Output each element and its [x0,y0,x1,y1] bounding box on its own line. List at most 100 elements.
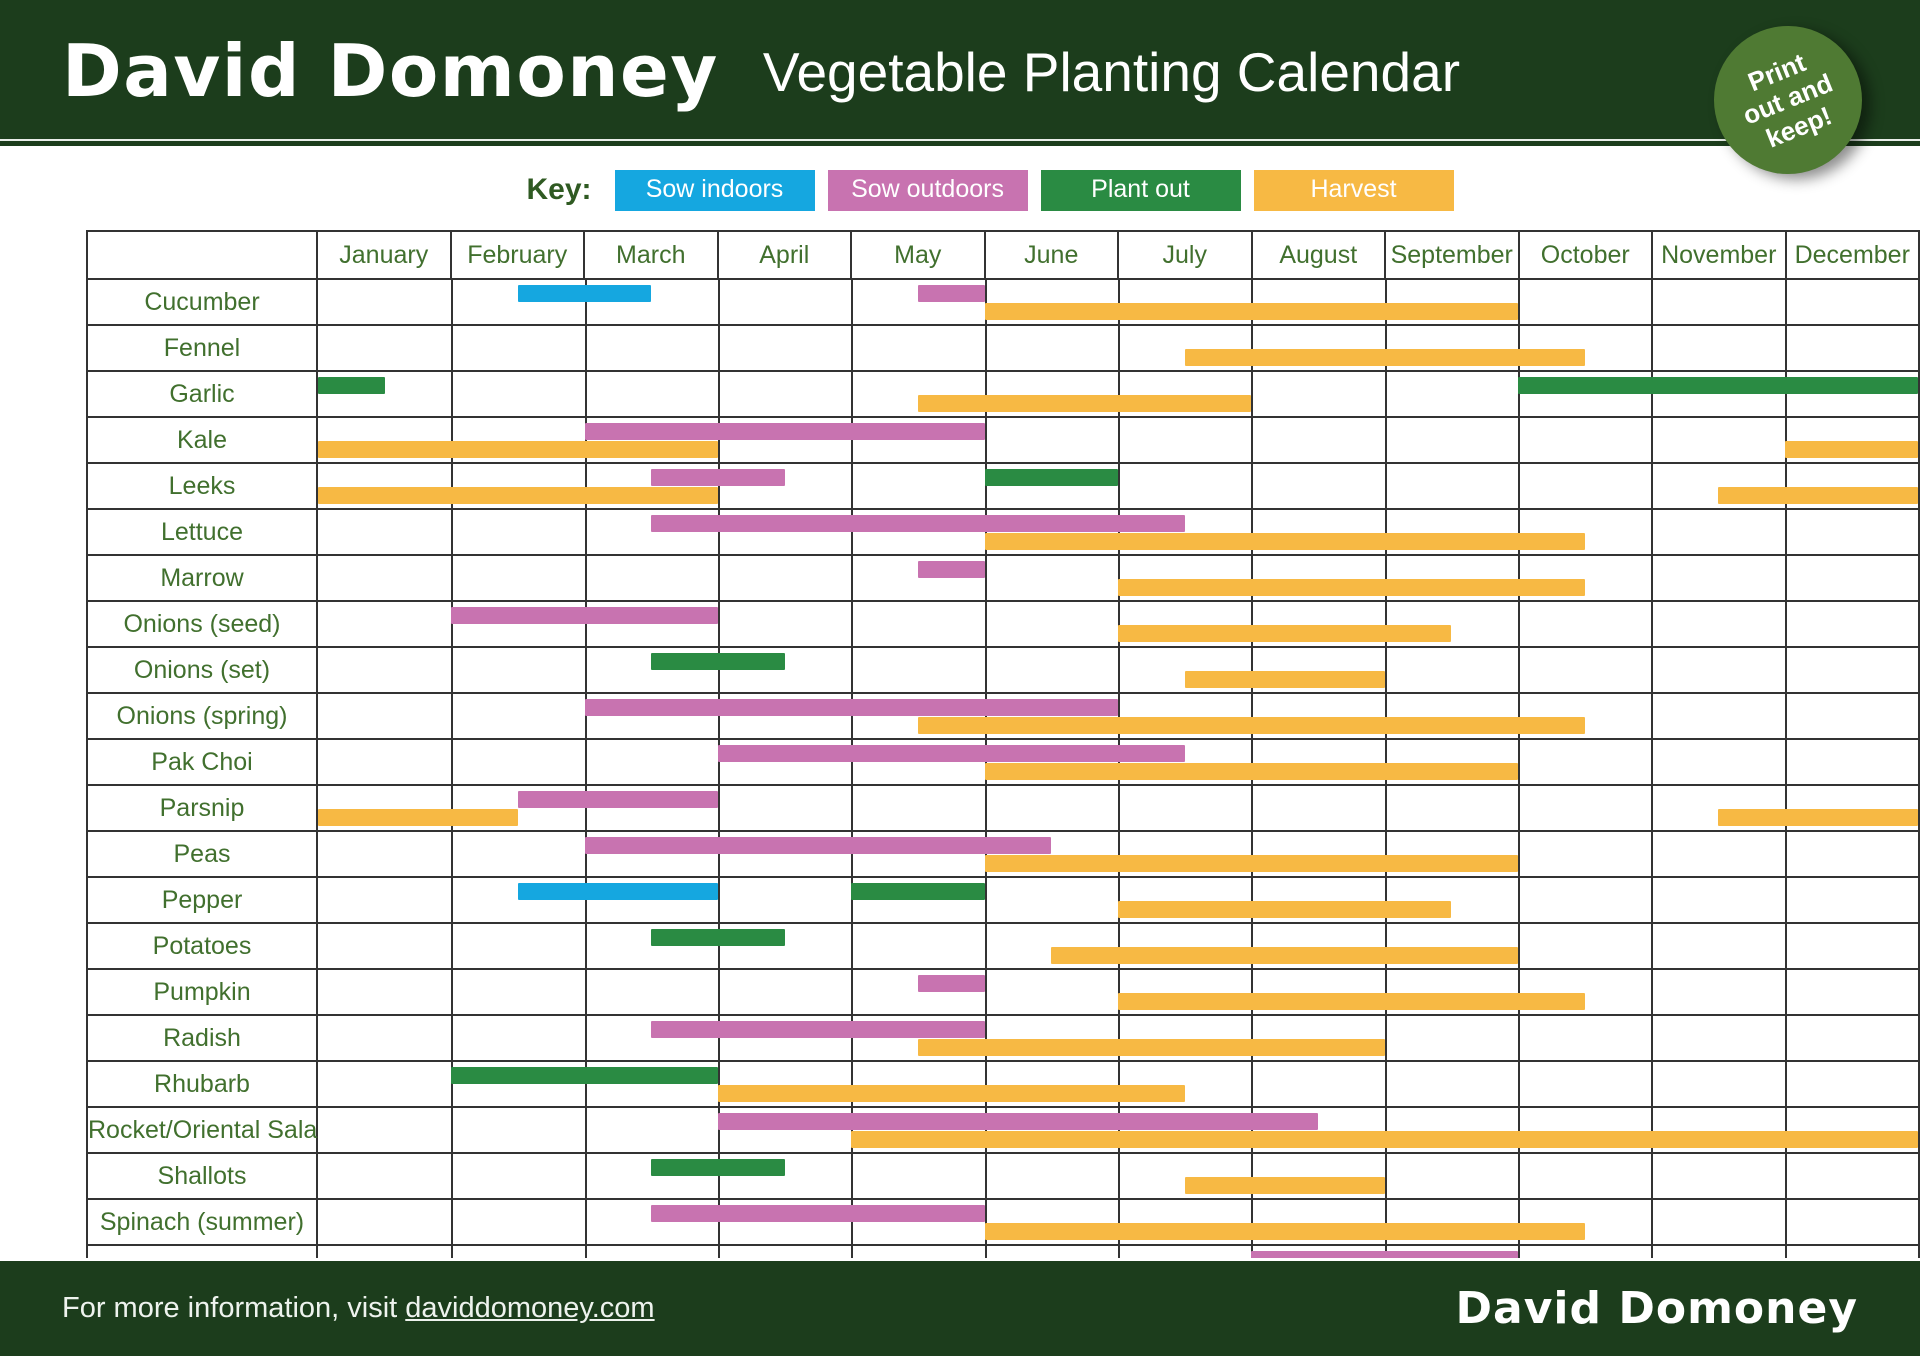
activity-bar-plantout [651,929,785,946]
vegetable-name-cell: Cucumber [86,278,318,326]
vegetable-name-cell: Rhubarb [86,1060,318,1108]
activity-bar-harvest [851,1131,1918,1148]
vegetable-timeline-cell [316,554,1920,602]
timeline-gridlines [318,1154,1918,1198]
activity-bar-plantout [984,469,1118,486]
table-row: Garlic [86,370,1920,418]
activity-bar-plantout [651,1159,785,1176]
timeline-gridlines [318,648,1918,692]
legend-item-sow-indoors: Sow indoors [614,169,815,211]
footer-website-link[interactable]: daviddomoney.com [405,1292,655,1324]
vegetable-name-cell: Lettuce [86,508,318,556]
vegetable-name-cell: Parsnip [86,784,318,832]
vegetable-timeline-cell [316,1152,1920,1200]
activity-bar-plantout [451,1067,718,1084]
activity-bar-harvest [318,809,518,826]
timeline-gridlines [318,326,1918,370]
vegetable-timeline-cell [316,646,1920,694]
activity-bar-harvest [1784,441,1918,458]
table-row: Fennel [86,324,1920,372]
activity-bar-harvest [984,303,1518,320]
vegetable-name-cell: Shallots [86,1152,318,1200]
activity-bar-outdoors [451,607,718,624]
activity-bar-plantout [851,883,985,900]
activity-bar-indoors [518,883,718,900]
vegetable-timeline-cell [316,830,1920,878]
activity-bar-outdoors [584,837,1052,854]
activity-bar-outdoors [718,745,1185,762]
table-row: Rocket/Oriental Salad [86,1106,1920,1154]
table-row: Leeks [86,462,1920,510]
month-header-april: April [716,230,852,280]
legend-label: Key: [526,173,592,206]
activity-bar-indoors [518,285,652,302]
activity-bar-harvest [1184,349,1585,366]
activity-bar-harvest [318,441,718,458]
activity-bar-plantout [651,653,785,670]
vegetable-name-cell: Pak Choi [86,738,318,786]
activity-bar-outdoors [918,975,985,992]
vegetable-name-cell: Spinach (summer) [86,1198,318,1246]
legend: Key: Sow indoors Sow outdoors Plant out … [0,162,1920,218]
table-row: Shallots [86,1152,1920,1200]
activity-bar-outdoors [651,1021,985,1038]
vegetable-timeline-cell [316,462,1920,510]
footer-info: For more information, visit daviddomoney… [62,1292,655,1325]
vegetable-timeline-cell [316,784,1920,832]
activity-bar-harvest [1051,947,1518,964]
vegetable-name-cell: Pepper [86,876,318,924]
activity-bar-harvest [1118,901,1452,918]
legend-item-sow-outdoors: Sow outdoors [827,169,1028,211]
activity-bar-harvest [984,855,1518,872]
activity-bar-harvest [984,533,1585,550]
vegetable-timeline-cell [316,876,1920,924]
table-row: Kale [86,416,1920,464]
activity-bar-harvest [1718,487,1918,504]
vegetable-name-cell: Onions (spring) [86,692,318,740]
activity-bar-harvest [1118,625,1452,642]
table-row: Spinach (summer) [86,1198,1920,1246]
activity-bar-harvest [1718,809,1918,826]
vegetable-timeline-cell [316,968,1920,1016]
vegetable-timeline-cell [316,324,1920,372]
table-row: Pak Choi [86,738,1920,786]
vegetable-timeline-cell [316,692,1920,740]
table-row: Marrow [86,554,1920,602]
activity-bar-harvest [918,1039,1385,1056]
month-header-january: January [316,230,452,280]
activity-bar-outdoors [584,699,1118,716]
activity-bar-harvest [1184,1177,1385,1194]
month-header-june: June [983,230,1119,280]
month-header-february: February [449,230,585,280]
month-header-july: July [1117,230,1253,280]
vegetable-name-cell: Potatoes [86,922,318,970]
table-row: Onions (set) [86,646,1920,694]
legend-item-plant-out: Plant out [1040,169,1241,211]
activity-bar-harvest [1184,671,1385,688]
legend-item-harvest: Harvest [1253,169,1454,211]
month-header-march: March [583,230,719,280]
footer-brand-logo: David Domoney [1455,1283,1858,1334]
table-row: Potatoes [86,922,1920,970]
activity-bar-harvest [918,717,1585,734]
activity-bar-outdoors [718,1113,1318,1130]
footer-text-prefix: For more information, visit [62,1292,406,1324]
vegetable-name-cell: Onions (set) [86,646,318,694]
brand-logo: David Domoney [62,29,719,113]
vegetable-timeline-cell [316,370,1920,418]
month-header-october: October [1517,230,1653,280]
vegetable-timeline-cell [316,1106,1920,1154]
calendar-body: Cucumber Fennel Garlic Kale Leeks Lettuce Marr… [86,278,1920,1292]
activity-bar-harvest [918,395,1252,412]
vegetable-name-cell: Pumpkin [86,968,318,1016]
activity-bar-outdoors [584,423,985,440]
table-row: Pepper [86,876,1920,924]
vegetable-timeline-cell [316,416,1920,464]
table-row: Peas [86,830,1920,878]
activity-bar-outdoors [918,285,985,302]
vegetable-name-cell: Onions (seed) [86,600,318,648]
activity-bar-harvest [1118,579,1585,596]
activity-bar-harvest [984,1223,1585,1240]
calendar-table-wrapper: January February March April May June Ju… [0,230,1920,1292]
vegetable-name-cell: Leeks [86,462,318,510]
